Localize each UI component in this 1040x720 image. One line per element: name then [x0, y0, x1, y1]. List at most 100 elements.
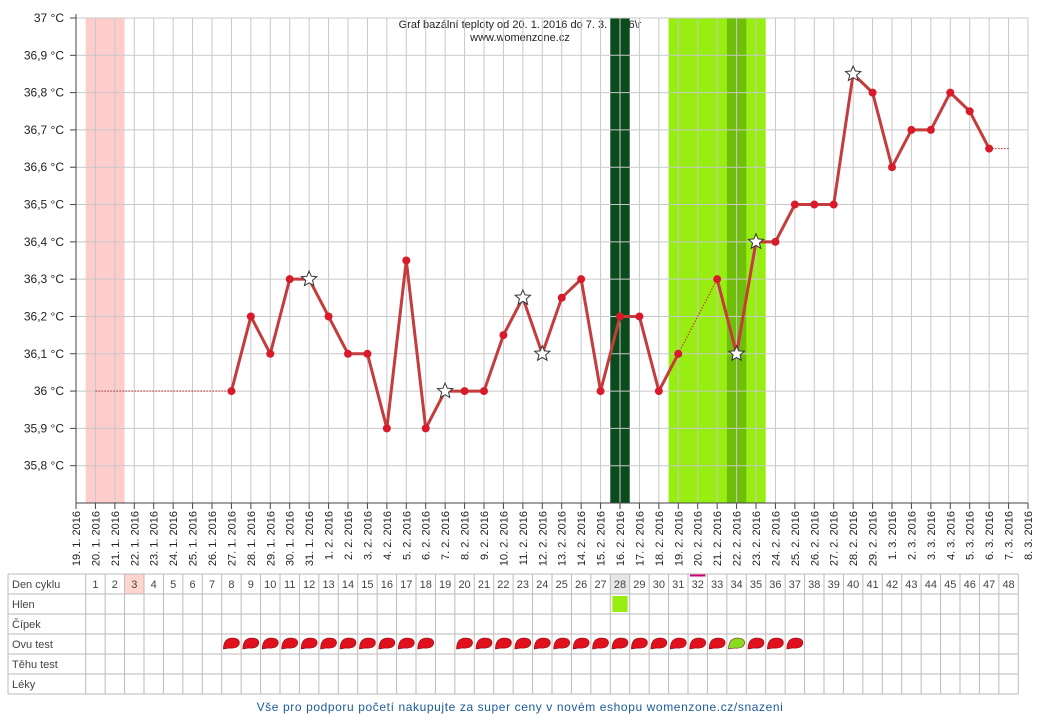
point — [965, 107, 974, 116]
x-tick-label: 3. 3. 2016 — [926, 511, 938, 560]
x-tick-label: 6. 2. 2016 — [421, 511, 433, 560]
cycle-day: 41 — [866, 579, 878, 591]
cycle-day: 15 — [361, 579, 373, 591]
cycle-day: 20 — [458, 579, 470, 591]
point — [654, 387, 663, 396]
point — [480, 387, 488, 396]
point — [888, 163, 896, 172]
grid-layer — [75, 17, 1029, 503]
current-day-marker — [690, 574, 706, 577]
x-tick-label: 28. 1. 2016 — [246, 511, 258, 566]
point — [810, 200, 819, 209]
cycle-day: 43 — [905, 579, 917, 591]
cycle-day: 46 — [964, 579, 976, 591]
x-tick-label: 27. 1. 2016 — [226, 511, 238, 566]
cycle-day: 36 — [769, 579, 781, 591]
point — [868, 88, 877, 97]
x-tick-label: 19. 2. 2016 — [673, 511, 685, 566]
x-tick-label: 19. 1. 2016 — [71, 511, 83, 566]
point — [557, 293, 566, 302]
x-tick-label: 6. 3. 2016 — [984, 511, 996, 560]
y-tick-label: 36,4 °C — [24, 235, 64, 249]
ovu-test-icon — [747, 637, 765, 650]
x-tick-label: 13. 2. 2016 — [557, 511, 569, 566]
point — [790, 200, 799, 209]
ovu-test-icon — [611, 637, 629, 650]
ovu-test-icon — [242, 637, 260, 650]
cycle-day: 16 — [381, 579, 393, 591]
star-point — [513, 288, 532, 306]
row-label: Léky — [12, 679, 36, 691]
x-tick-label: 23. 1. 2016 — [149, 511, 161, 566]
point — [771, 237, 780, 246]
day-cell-bg — [610, 574, 630, 594]
row-label: Čípek — [12, 618, 41, 631]
cycle-day: 19 — [439, 579, 451, 591]
dotted-connector — [677, 278, 718, 355]
ovu-test-icon — [592, 637, 609, 650]
cycle-day: 9 — [248, 579, 254, 591]
x-tick-label: 11. 2. 2016 — [518, 511, 530, 565]
ovu-test-icon — [397, 637, 415, 650]
point — [946, 88, 955, 97]
x-tick-label: 2. 2. 2016 — [343, 511, 355, 560]
point — [382, 424, 391, 433]
point — [907, 125, 916, 134]
cycle-day: 25 — [556, 579, 568, 591]
ovu-test-icon — [495, 637, 512, 650]
ovu-test-icon — [631, 637, 648, 650]
hlen-mark — [612, 596, 628, 612]
point — [363, 349, 372, 358]
point — [344, 349, 352, 358]
x-tick-label: 30. 1. 2016 — [285, 511, 297, 566]
x-tick-label: 18. 2. 2016 — [654, 511, 666, 566]
cycle-day: 13 — [322, 579, 334, 591]
bands-layer — [85, 18, 766, 503]
point — [460, 387, 469, 396]
x-tick-label: 4. 2. 2016 — [382, 511, 394, 560]
x-tick-label: 31. 1. 2016 — [304, 511, 316, 566]
y-tick-label: 36,3 °C — [24, 272, 64, 286]
cycle-day: 38 — [808, 579, 820, 591]
ovu-test-icon — [359, 637, 376, 650]
y-tick-label: 36,5 °C — [24, 198, 64, 212]
x-tick-label: 26. 1. 2016 — [207, 511, 219, 566]
x-tick-label: 17. 2. 2016 — [634, 511, 646, 566]
row-label: Těhu test — [12, 659, 58, 671]
y-tick-label: 36,9 °C — [24, 48, 64, 62]
point — [926, 125, 935, 134]
cycle-day: 3 — [131, 579, 137, 591]
footer-link[interactable]: Vše pro podporu početí nakupujte za supe… — [257, 700, 784, 714]
cycle-day: 30 — [653, 579, 665, 591]
y-tick-label: 35,8 °C — [24, 459, 64, 473]
ovu-test-icon — [572, 637, 590, 650]
highlight-band — [85, 18, 125, 503]
cycle-day: 18 — [420, 579, 432, 591]
cycle-day: 17 — [400, 579, 412, 591]
ovu-test-icon — [533, 637, 551, 650]
x-tick-label: 25. 2. 2016 — [790, 511, 802, 566]
cycle-day: 24 — [536, 579, 548, 591]
x-tick-label: 24. 2. 2016 — [770, 511, 782, 566]
y-tick-label: 36 °C — [34, 384, 64, 398]
star-point — [727, 344, 746, 362]
ovu-test-icon — [786, 637, 804, 650]
cycle-day: 35 — [750, 579, 762, 591]
ovu-test-icon — [514, 637, 532, 650]
x-tick-label: 8. 2. 2016 — [460, 511, 472, 560]
x-tick-label: 1. 2. 2016 — [324, 511, 336, 560]
ovu-test-icon — [650, 637, 668, 650]
point — [402, 256, 411, 265]
row-label: Den cyklu — [12, 579, 60, 591]
x-tick-label: 8. 3. 2016 — [1023, 511, 1035, 560]
x-tick-label: 28. 2. 2016 — [848, 511, 860, 566]
cycle-day: 44 — [925, 579, 937, 591]
y-tick-label: 36,7 °C — [24, 123, 64, 137]
cycle-day: 34 — [730, 579, 742, 591]
x-tick-label: 29. 2. 2016 — [868, 511, 880, 566]
cycle-day: 32 — [692, 579, 704, 591]
star-point — [300, 269, 319, 287]
point — [266, 349, 275, 358]
ovu-test-icon — [456, 637, 473, 650]
chart-title: Graf bazální teploty od 20. 1. 2016 do 7… — [399, 19, 642, 31]
